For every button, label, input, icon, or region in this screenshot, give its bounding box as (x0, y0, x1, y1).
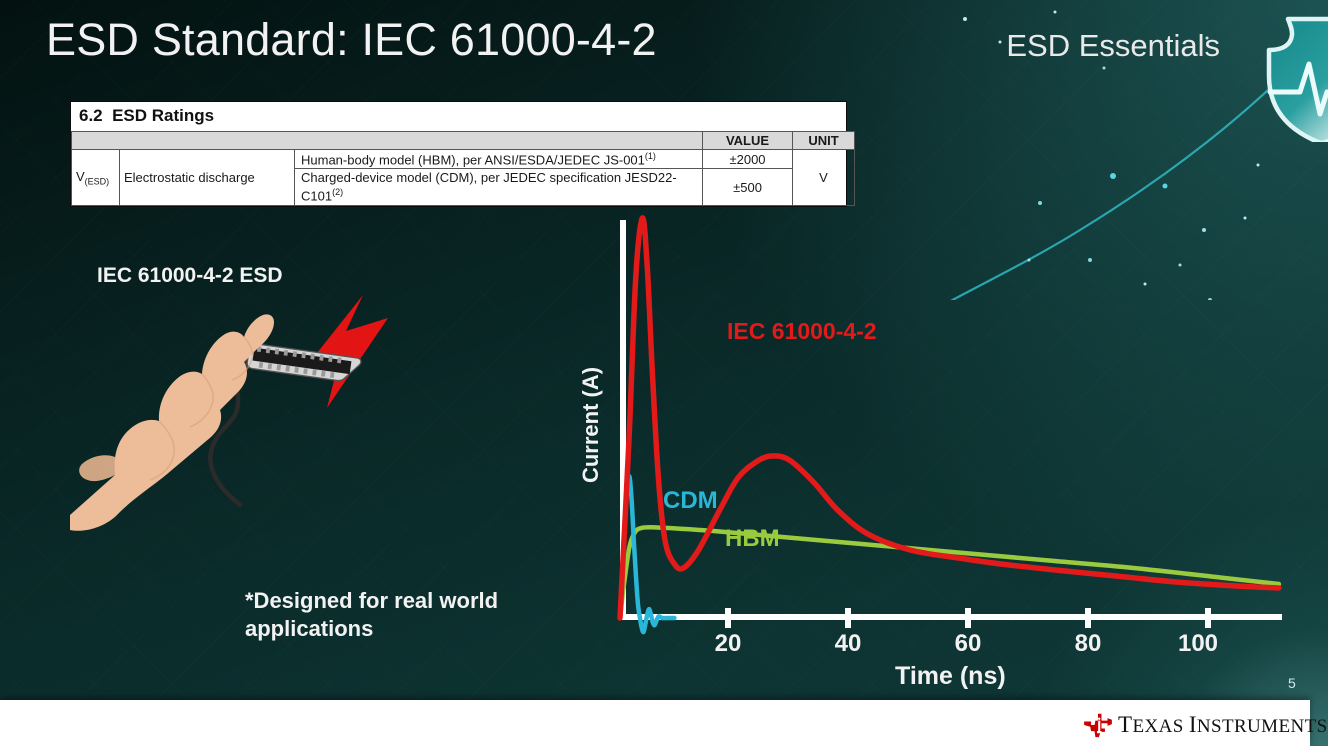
svg-text:Current (A): Current (A) (578, 367, 603, 483)
